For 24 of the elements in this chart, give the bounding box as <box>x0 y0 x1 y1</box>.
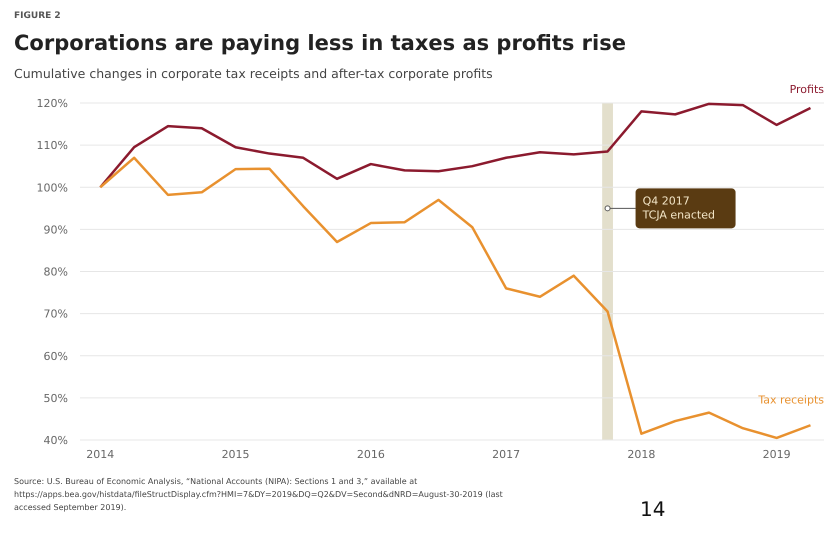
x-tick-label: 2018 <box>627 448 656 461</box>
y-tick-label: 40% <box>44 434 68 447</box>
chart-subtitle: Cumulative changes in corporate tax receipts and after-tax corporate profits <box>14 66 493 81</box>
caption: FIGURE 2 <box>14 11 61 21</box>
y-tick-label: 90% <box>44 223 68 236</box>
series-label: Profits <box>790 83 824 96</box>
text: 14 <box>640 497 666 521</box>
x-tick-label: 2014 <box>86 448 114 461</box>
source-note: Source: U.S. Bureau of Economic Analysis, “National Accounts (NIPA): Sections 1 and 3,” available at https://apps.bea.gov/histdata/fileStructDisplay.cfm?HMI=7&DY=2019&DQ=Q2&DV=Second&dNRD=August-30-2019 (last accessed September 2019). <box>14 477 503 512</box>
y-tick-label: 110% <box>36 139 68 152</box>
y-tick-label: 120% <box>36 97 68 110</box>
x-tick-label: 2017 <box>492 448 520 461</box>
line-series <box>99 102 812 188</box>
annotation: Q4 2017 TCJA enacted <box>642 194 715 222</box>
chart-title: Corporations are paying less in taxes as profits rise <box>14 31 626 55</box>
y-tick-label: 80% <box>44 266 68 278</box>
x-tick-label: 2019 <box>762 448 791 461</box>
text: Tax receipts <box>757 393 824 406</box>
x-tick-label: 2015 <box>222 448 250 461</box>
y-tick-label: 70% <box>44 308 68 321</box>
y-tick-label: 60% <box>44 350 68 363</box>
x-tick-label: 2016 <box>356 448 385 461</box>
y-tick-label: 50% <box>44 392 68 405</box>
y-tick-label: 100% <box>36 181 68 194</box>
